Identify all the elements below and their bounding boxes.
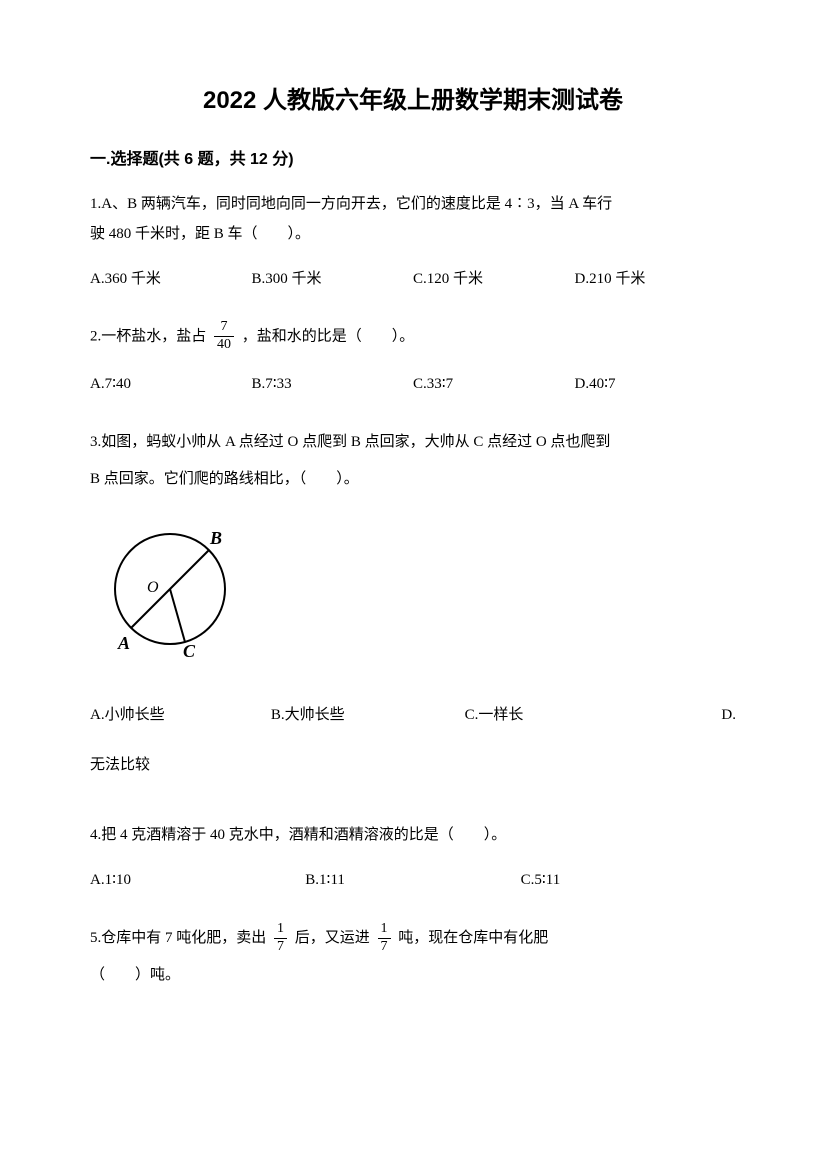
q2-text: 2.一杯盐水，盐占 7 40 ，盐和水的比是（ ）。 xyxy=(90,319,736,354)
q2-before: 2.一杯盐水，盐占 xyxy=(90,328,206,344)
q3-option-d: D. xyxy=(658,700,736,730)
label-c: C xyxy=(183,641,196,659)
q5-line2: （ ）吨。 xyxy=(90,967,180,983)
q2-option-d: D.40∶7 xyxy=(575,369,737,399)
q2-options: A.7∶40 B.7∶33 C.33∶7 D.40∶7 xyxy=(90,369,736,399)
q1-line2: 驶 480 千米时，距 B 车（ ）。 xyxy=(90,226,310,242)
q3-option-b: B.大帅长些 xyxy=(271,700,465,730)
q1-option-a: A.360 千米 xyxy=(90,264,252,294)
q2-frac-num: 7 xyxy=(214,319,234,337)
q5-frac2-den: 7 xyxy=(378,939,391,956)
q2-option-c: C.33∶7 xyxy=(413,369,575,399)
label-a: A xyxy=(117,633,130,653)
q5-frac2-num: 1 xyxy=(378,921,391,939)
q3-text: 3.如图，蚂蚁小帅从 A 点经过 O 点爬到 B 点回家，大帅从 C 点经过 O… xyxy=(90,424,736,499)
page-title: 2022 人教版六年级上册数学期末测试卷 xyxy=(90,80,736,115)
question-4: 4.把 4 克酒精溶于 40 克水中，酒精和酒精溶液的比是（ ）。 A.1∶10… xyxy=(90,820,736,895)
q5-fraction1: 1 7 xyxy=(274,921,287,956)
q3-line1: 3.如图，蚂蚁小帅从 A 点经过 O 点爬到 B 点回家，大帅从 C 点经过 O… xyxy=(90,434,610,450)
q5-text: 5.仓库中有 7 吨化肥，卖出 1 7 后，又运进 1 7 吨，现在仓库中有化肥… xyxy=(90,920,736,995)
q3-last-option: 无法比较 xyxy=(90,750,736,780)
question-2: 2.一杯盐水，盐占 7 40 ，盐和水的比是（ ）。 A.7∶40 B.7∶33… xyxy=(90,319,736,399)
q5-mid: 后，又运进 xyxy=(295,930,370,946)
q3-diagram: B O A C xyxy=(100,519,736,670)
q3-line2: B 点回家。它们爬的路线相比，（ ）。 xyxy=(90,471,359,487)
q3-option-a: A.小帅长些 xyxy=(90,700,271,730)
q5-after: 吨，现在仓库中有化肥 xyxy=(398,930,548,946)
q2-option-b: B.7∶33 xyxy=(252,369,414,399)
q2-option-a: A.7∶40 xyxy=(90,369,252,399)
q2-frac-den: 40 xyxy=(214,337,234,354)
question-1: 1.A、B 两辆汽车，同时同地向同一方向开去，它们的速度比是 4∶3，当 A 车… xyxy=(90,189,736,294)
q5-before: 5.仓库中有 7 吨化肥，卖出 xyxy=(90,930,266,946)
q1-option-c: C.120 千米 xyxy=(413,264,575,294)
q1-option-b: B.300 千米 xyxy=(252,264,414,294)
q5-frac1-den: 7 xyxy=(274,939,287,956)
question-5: 5.仓库中有 7 吨化肥，卖出 1 7 后，又运进 1 7 吨，现在仓库中有化肥… xyxy=(90,920,736,995)
q3-options: A.小帅长些 B.大帅长些 C.一样长 D. xyxy=(90,700,736,730)
q4-options: A.1∶10 B.1∶11 C.5∶11 xyxy=(90,865,736,895)
q1-line1: 1.A、B 两辆汽车，同时同地向同一方向开去，它们的速度比是 4∶3，当 A 车… xyxy=(90,196,612,212)
q1-text: 1.A、B 两辆汽车，同时同地向同一方向开去，它们的速度比是 4∶3，当 A 车… xyxy=(90,189,736,249)
q4-option-c: C.5∶11 xyxy=(521,865,736,895)
question-3: 3.如图，蚂蚁小帅从 A 点经过 O 点爬到 B 点回家，大帅从 C 点经过 O… xyxy=(90,424,736,780)
q1-options: A.360 千米 B.300 千米 C.120 千米 D.210 千米 xyxy=(90,264,736,294)
q5-frac1-num: 1 xyxy=(274,921,287,939)
section-header: 一.选择题(共 6 题，共 12 分) xyxy=(90,145,736,169)
q2-after: ，盐和水的比是（ ）。 xyxy=(242,328,415,344)
q2-fraction: 7 40 xyxy=(214,319,234,354)
q1-option-d: D.210 千米 xyxy=(575,264,737,294)
q4-option-a: A.1∶10 xyxy=(90,865,305,895)
q4-option-b: B.1∶11 xyxy=(305,865,520,895)
q5-fraction2: 1 7 xyxy=(378,921,391,956)
label-o: O xyxy=(147,579,159,596)
q4-text: 4.把 4 克酒精溶于 40 克水中，酒精和酒精溶液的比是（ ）。 xyxy=(90,820,736,850)
q3-option-c: C.一样长 xyxy=(465,700,659,730)
label-b: B xyxy=(209,528,222,548)
